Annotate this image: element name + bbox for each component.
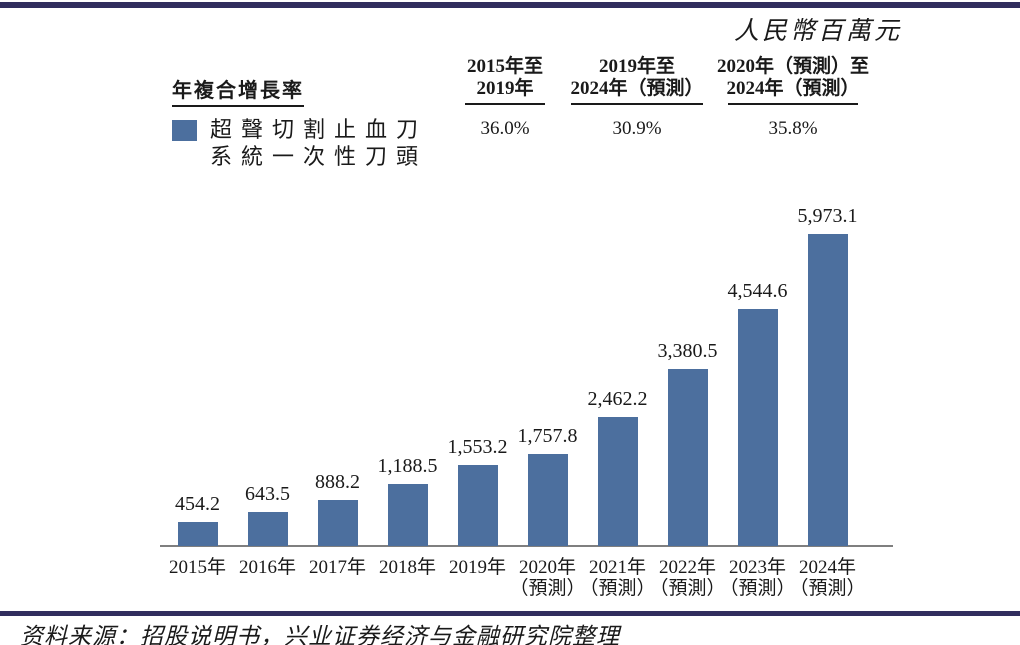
bar	[317, 500, 358, 546]
cagr-period-line: 2019年	[476, 78, 534, 99]
x-axis-label-line: 2017年	[308, 557, 366, 578]
x-axis-label-line: （預測）	[579, 578, 656, 599]
bar-value-label: 2,462.2	[587, 388, 648, 410]
x-axis-label-line: 2024年	[798, 557, 856, 578]
x-axis-label-line: 2021年	[588, 557, 646, 578]
cagr-column: 2019年至 2024年（預測） 30.9%	[527, 56, 747, 140]
x-axis-label-line: （預測）	[789, 578, 866, 599]
cagr-period: 2019年至 2024年（預測）	[527, 56, 747, 100]
cagr-period-line: 2019年至	[598, 56, 675, 77]
series-color-swatch-icon	[172, 120, 197, 141]
bar	[387, 484, 428, 546]
bar-value-label: 4,544.6	[727, 280, 788, 302]
cagr-column: 2015年至 2019年 36.0%	[395, 56, 615, 140]
series-label-line: 系統一次性刀頭	[210, 144, 428, 169]
bar	[247, 512, 288, 546]
unit-label: 人民幣百萬元	[733, 18, 902, 45]
x-axis-label-line: 2018年	[378, 557, 436, 578]
x-axis-label: 2016年	[213, 557, 323, 578]
source-note: 资料来源：招股说明书，兴业证券经济与金融研究院整理	[20, 624, 620, 645]
bottom-divider	[0, 611, 1020, 616]
bar-value-label: 3,380.5	[657, 340, 718, 362]
cagr-value: 36.0%	[480, 118, 530, 139]
top-divider	[0, 2, 1020, 8]
cagr-underline	[571, 103, 703, 105]
x-axis-line	[160, 545, 893, 547]
legend-series-row: 超聲切割止血刀 系統一次性刀頭	[172, 116, 427, 170]
x-axis-label: 2022年 （預測）	[633, 557, 743, 599]
bar	[807, 234, 848, 546]
bar-value-label: 643.5	[245, 483, 290, 505]
bar-value-label: 5,973.1	[797, 205, 858, 227]
cagr-column: 2020年（預測）至 2024年（預測） 35.8%	[683, 56, 903, 140]
cagr-period-line: 2020年（預測）至	[716, 56, 869, 77]
x-axis-label: 2015年	[143, 557, 253, 578]
bar-value-label: 1,553.2	[447, 436, 508, 458]
x-axis-label-line: 2020年	[518, 557, 576, 578]
bar	[527, 454, 568, 546]
x-axis-label: 2017年	[283, 557, 393, 578]
x-axis-label: 2023年 （預測）	[703, 557, 813, 599]
bar-value-label: 1,757.8	[517, 425, 578, 447]
cagr-underline	[465, 103, 545, 105]
x-axis-label-line: 2023年	[728, 557, 786, 578]
x-axis-label-line: 2016年	[238, 557, 296, 578]
x-axis-label-line: 2022年	[658, 557, 716, 578]
cagr-period-line: 2024年（預測）	[726, 78, 860, 99]
bar	[737, 309, 778, 546]
series-label: 超聲切割止血刀 系統一次性刀頭	[210, 116, 427, 170]
cagr-value: 35.8%	[768, 118, 818, 139]
series-label-line: 超聲切割止血刀	[210, 117, 428, 142]
bar	[177, 522, 218, 546]
bar-value-label: 888.2	[315, 471, 360, 493]
bar-value-label: 1,188.5	[377, 455, 438, 477]
bar	[457, 465, 498, 546]
x-axis-label: 2020年 （預測）	[493, 557, 603, 599]
x-axis-label-line: （預測）	[509, 578, 586, 599]
cagr-period: 2015年至 2019年	[395, 56, 615, 100]
bar	[597, 417, 638, 546]
cagr-period: 2020年（預測）至 2024年（預測）	[683, 56, 903, 100]
bar	[667, 369, 708, 546]
x-axis-label: 2024年 （預測）	[773, 557, 883, 599]
x-axis-label-line: 2015年	[168, 557, 226, 578]
cagr-legend: 年複合增長率 超聲切割止血刀 系統一次性刀頭	[172, 74, 427, 170]
legend-title: 年複合增長率	[172, 74, 304, 107]
cagr-value: 30.9%	[612, 118, 662, 139]
x-axis-label-line: （預測）	[649, 578, 726, 599]
x-axis-label: 2018年	[353, 557, 463, 578]
bar-value-label: 454.2	[175, 493, 220, 515]
cagr-period-line: 2024年（預測）	[570, 78, 704, 99]
cagr-period-line: 2015年至	[466, 56, 543, 77]
x-axis-label: 2021年 （預測）	[563, 557, 673, 599]
x-axis-label-line: 2019年	[448, 557, 506, 578]
x-axis-label: 2019年	[423, 557, 533, 578]
cagr-underline	[728, 103, 858, 105]
x-axis-label-line: （預測）	[719, 578, 796, 599]
